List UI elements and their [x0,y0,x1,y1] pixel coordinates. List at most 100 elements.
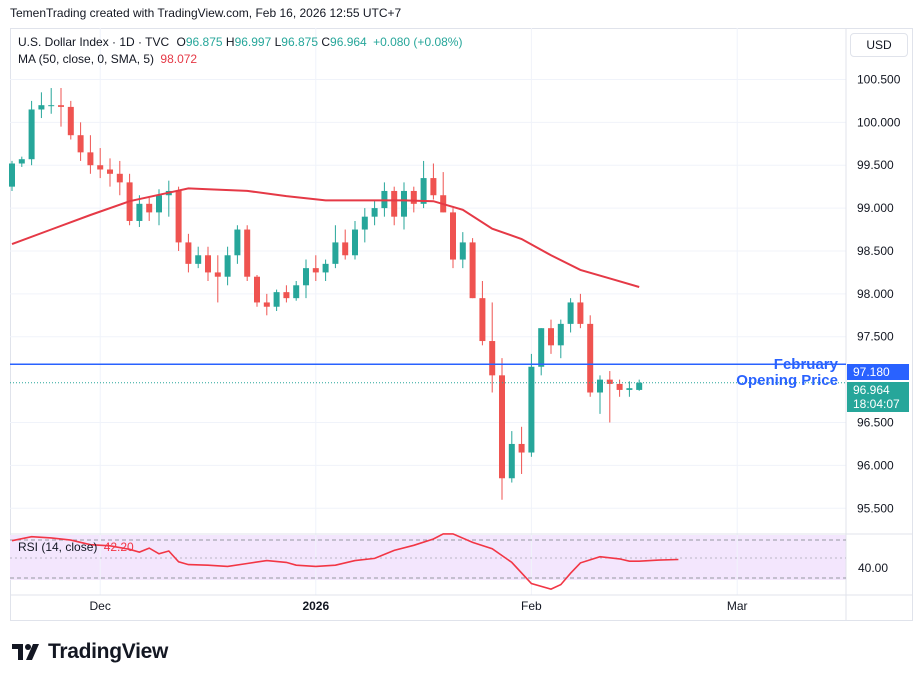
candle-body-45 [450,212,456,260]
candle-16 [165,180,172,217]
rsi-label: RSI (14, close) [18,540,98,554]
candle-57 [567,298,574,333]
candle-33 [332,225,339,269]
high-value: 96.997 [234,35,272,49]
candle-20 [205,246,211,281]
candle-62 [616,379,623,397]
tradingview-logo[interactable]: TradingView [12,640,168,664]
candle-19 [195,246,202,269]
candle-46 [459,232,466,269]
low-label: L [274,35,282,49]
last-price-tag: 96.964 18:04:07 [847,382,909,412]
candle-body-30 [303,268,309,286]
annotation-opening-price: Opening Price [736,372,838,389]
candle-43 [430,163,437,200]
y-tick-label-3: 99.000 [857,201,894,215]
candle-body-57 [567,302,574,324]
candle-body-33 [332,242,339,264]
y-tick-label-1: 100.000 [857,115,901,129]
candle-body-60 [597,379,603,393]
candle-body-19 [195,255,202,264]
open-label: O [176,35,186,49]
ohlc-legend[interactable]: U.S. Dollar Index · 1D · TVC O96.875 H96… [18,35,462,49]
candle-47 [469,238,476,299]
candle-body-41 [410,190,417,204]
candle-body-4 [48,105,55,107]
y-tick-label-0: 100.500 [857,72,901,86]
y-tick-label-7: 96.500 [857,416,894,430]
candle-body-26 [263,302,270,307]
candle-3 [38,92,45,119]
close-value: 96.964 [330,35,367,49]
candle-body-59 [587,323,594,393]
candle-body-43 [430,178,437,196]
candle-body-14 [146,203,153,213]
candle-25 [254,274,260,307]
symbol-label: U.S. Dollar Index · 1D · TVC [18,35,170,49]
ma-legend[interactable]: MA (50, close, 0, SMA, 5) 98.072 [18,52,197,66]
chart-attribution: TemenTrading created with TradingView.co… [10,6,402,20]
candle-body-25 [254,276,260,303]
candle-body-7 [77,135,84,153]
candle-28 [283,285,290,303]
high-label: H [225,35,235,49]
candle-60 [597,375,603,414]
candle-body-51 [508,443,515,479]
x-tick-label-2: Feb [521,599,542,613]
candle-64 [636,379,643,391]
rsi-legend[interactable]: RSI (14, close) 42.20 [18,540,134,554]
x-gridlines [99,28,738,595]
candle-body-61 [606,379,613,384]
candle-29 [293,281,300,301]
candle-body-58 [577,302,584,324]
low-value: 96.875 [281,35,318,49]
candle-56 [557,319,564,359]
candle-body-2 [28,109,35,160]
candle-32 [322,259,329,281]
candle-body-9 [97,165,104,170]
candle-0 [9,160,15,191]
ma-label: MA (50, close, 0, SMA, 5) [18,52,155,66]
candle-27 [273,289,280,312]
candle-48 [479,281,486,346]
candle-39 [391,186,398,226]
candle-18 [185,233,192,273]
candle-41 [410,186,417,213]
y-tick-label-2: 99.500 [857,158,894,172]
tradingview-brand-name: TradingView [48,640,169,663]
candle-body-53 [528,366,535,453]
candle-body-8 [87,152,94,166]
candle-body-31 [312,268,319,273]
candle-body-17 [175,190,182,243]
candle-4 [48,88,55,114]
opening-price-value: 97.180 [853,365,890,379]
candle-body-29 [293,285,300,299]
candle-61 [606,371,613,423]
candle-45 [450,208,456,269]
candle-1 [18,156,25,167]
candle-body-52 [518,443,525,453]
candle-59 [587,315,594,397]
candle-body-54 [538,328,545,367]
annotation-february: February [773,356,838,373]
candle-body-5 [58,105,64,107]
time-axis-labels[interactable]: Dec 2026 Feb Mar [90,599,748,613]
candle-body-42 [420,178,427,204]
y-tick-label-6: 97.500 [857,330,894,344]
candle-37 [371,199,378,226]
ma-value: 98.072 [160,52,198,66]
tradingview-logo-icon [12,644,39,660]
candle-13 [136,195,143,227]
candle-58 [577,293,584,329]
candle-body-3 [38,105,45,110]
candle-body-56 [557,323,564,346]
candle-24 [244,225,251,281]
candle-body-27 [273,292,280,307]
currency-button[interactable]: USD [850,33,908,57]
price-axis-labels[interactable]: 100.500 100.000 99.500 99.000 98.500 98.000 97… [857,72,901,515]
candle-50 [499,358,505,500]
candle-2 [28,100,35,166]
candle-body-62 [616,383,623,390]
candle-23 [234,225,241,264]
